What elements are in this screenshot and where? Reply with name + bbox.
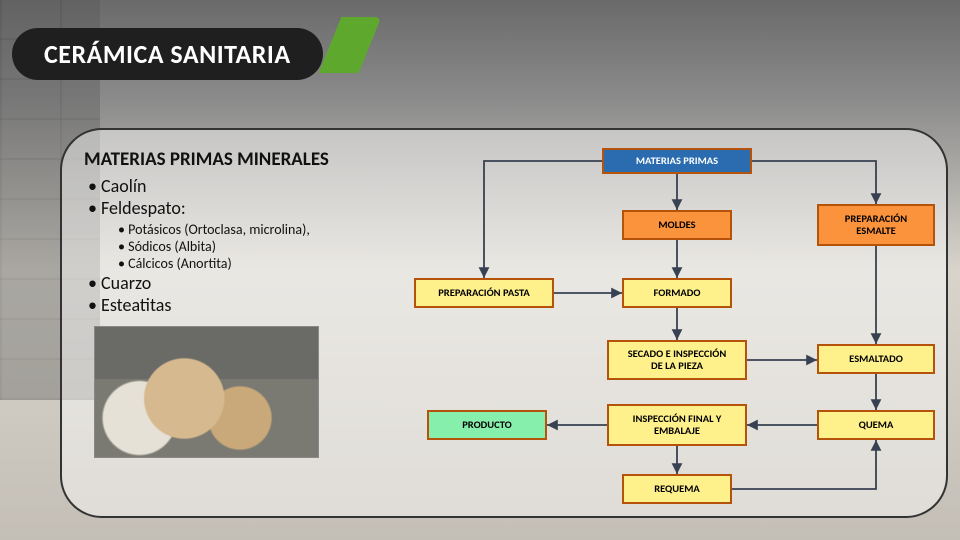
list-item: Feldespato: <box>88 197 404 219</box>
left-column: MATERIAS PRIMAS MINERALES CaolínFeldespa… <box>84 148 404 500</box>
materials-list: CaolínFeldespato:Potásicos (Ortoclasa, m… <box>84 175 404 316</box>
flow-node-secado: SECADO E INSPECCIÓNDE LA PIEZA <box>607 340 747 380</box>
sub-list-item: Sódicos (Albita) <box>118 238 404 255</box>
flow-node-materias: MATERIAS PRIMAS <box>602 148 752 174</box>
sub-list-item: Potásicos (Ortoclasa, microlina), <box>118 221 404 238</box>
flow-node-producto: PRODUCTO <box>427 410 547 440</box>
flow-node-esmaltado: ESMALTADO <box>817 344 935 374</box>
flow-node-prep_pasta: PREPARACIÓN PASTA <box>414 278 554 308</box>
process-flowchart: MATERIAS PRIMASMOLDESPREPARACIÓNESMALTEP… <box>412 148 930 500</box>
list-item: Cuarzo <box>88 272 404 294</box>
flow-edge <box>484 161 612 278</box>
flow-node-quema: QUEMA <box>817 410 935 440</box>
minerals-photo <box>94 326 319 458</box>
flow-node-requema: REQUEMA <box>622 474 732 504</box>
flow-edge <box>732 440 876 489</box>
flow-edge <box>752 161 876 204</box>
list-item: Caolín <box>88 175 404 197</box>
flow-node-prep_esmalte: PREPARACIÓNESMALTE <box>817 204 935 246</box>
flow-arrows <box>412 148 930 500</box>
page-title: CERÁMICA SANITARIA <box>12 28 323 80</box>
flow-node-formado: FORMADO <box>622 278 732 308</box>
sub-list-item: Cálcicos (Anortita) <box>118 255 404 272</box>
sub-list: Potásicos (Ortoclasa, microlina),Sódicos… <box>88 221 404 272</box>
left-heading: MATERIAS PRIMAS MINERALES <box>84 148 404 171</box>
title-text: CERÁMICA SANITARIA <box>44 38 291 70</box>
list-item: Esteatitas <box>88 294 404 316</box>
content-card: MATERIAS PRIMAS MINERALES CaolínFeldespa… <box>60 128 948 518</box>
flow-node-moldes: MOLDES <box>622 210 732 240</box>
title-accent <box>319 17 382 73</box>
flow-node-inspeccion: INSPECCIÓN FINAL YEMBALAJE <box>607 404 747 446</box>
